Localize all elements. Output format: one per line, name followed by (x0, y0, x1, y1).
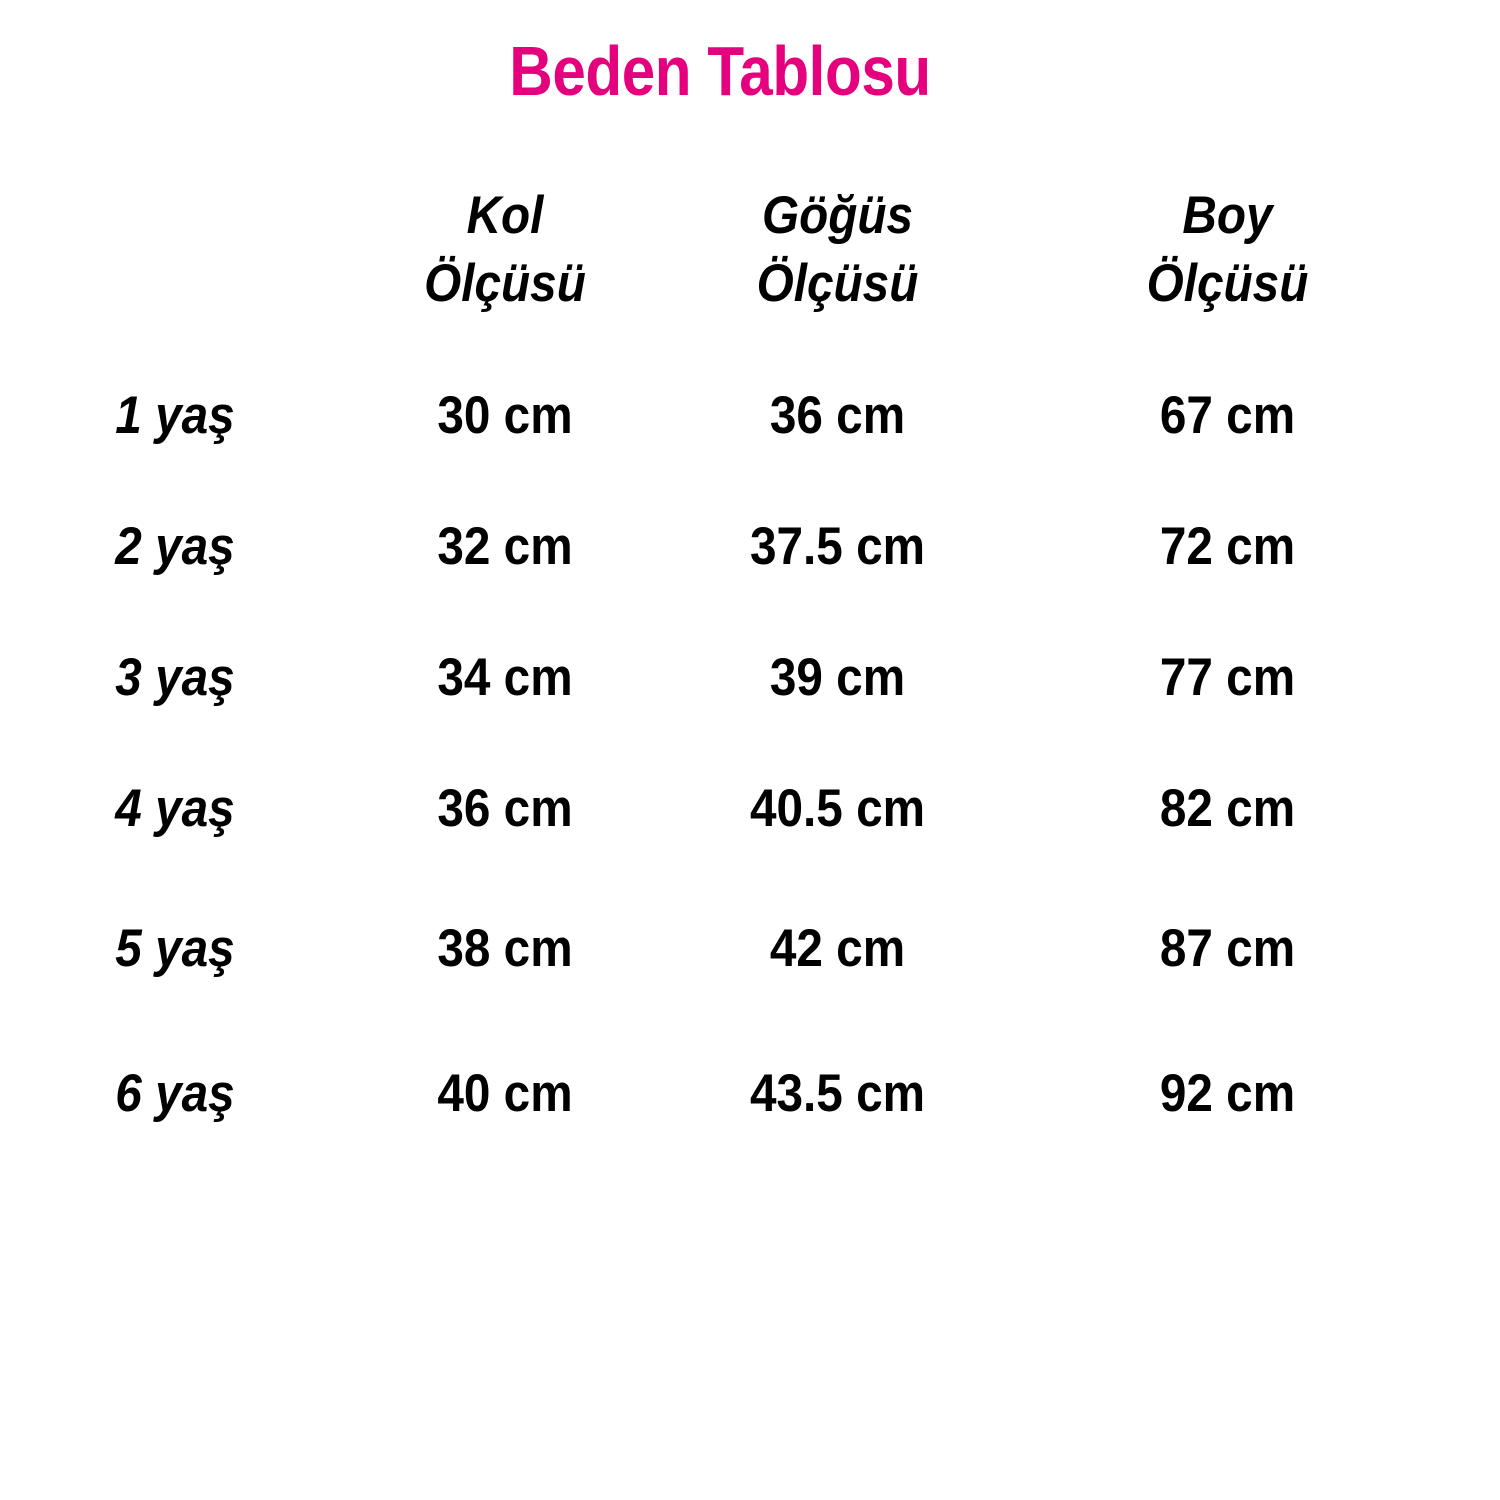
table-row: 6 yaş 40 cm 43.5 cm 92 cm (0, 1024, 1440, 1164)
cell-age: 4 yaş (115, 778, 235, 838)
table-row: 2 yaş 32 cm 37.5 cm 72 cm (0, 481, 1440, 612)
table-header-row: Kol Ölçüsü Göğüs Ölçüsü Boy Ölçüsü (0, 150, 1440, 350)
page-title: Beden Tablosu (509, 32, 931, 110)
cell-length: 67 cm (1159, 385, 1296, 445)
cell-length: 77 cm (1159, 647, 1296, 707)
cell-length: 87 cm (1159, 919, 1296, 978)
cell-length: 72 cm (1159, 516, 1296, 576)
table-body: 1 yaş 30 cm 36 cm 67 cm 2 yaş 32 cm 37.5… (0, 350, 1440, 1164)
cell-length: 82 cm (1159, 778, 1296, 838)
cell-sleeve: 36 cm (437, 778, 573, 838)
cell-sleeve: 34 cm (437, 647, 573, 707)
table-header: Kol Ölçüsü Göğüs Ölçüsü Boy Ölçüsü (0, 150, 1440, 350)
cell-age: 3 yaş (115, 647, 235, 707)
cell-chest: 40.5 cm (749, 778, 926, 838)
column-header-age (18, 150, 333, 350)
cell-sleeve: 32 cm (437, 516, 573, 576)
table-row: 3 yaş 34 cm 39 cm 77 cm (0, 612, 1440, 743)
table-row: 4 yaş 36 cm 40.5 cm 82 cm (0, 743, 1440, 874)
cell-sleeve: 40 cm (437, 1064, 573, 1123)
cell-chest: 42 cm (769, 919, 906, 978)
column-header-chest: Göğüs Ölçüsü (756, 186, 919, 313)
cell-age: 1 yaş (115, 385, 235, 445)
cell-chest: 39 cm (769, 647, 906, 707)
cell-chest: 36 cm (769, 385, 906, 445)
table-row: 1 yaş 30 cm 36 cm 67 cm (0, 350, 1440, 481)
cell-age: 5 yaş (115, 919, 235, 978)
table-row: 5 yaş 38 cm 42 cm 87 cm (0, 874, 1440, 1024)
cell-chest: 37.5 cm (749, 516, 926, 576)
cell-length: 92 cm (1159, 1064, 1296, 1123)
cell-sleeve: 38 cm (437, 919, 573, 978)
size-chart-table: Kol Ölçüsü Göğüs Ölçüsü Boy Ölçüsü 1 yaş… (0, 150, 1440, 1164)
column-header-length: Boy Ölçüsü (1146, 186, 1309, 313)
cell-chest: 43.5 cm (749, 1064, 926, 1123)
column-header-sleeve: Kol Ölçüsü (424, 186, 586, 313)
cell-age: 6 yaş (115, 1064, 235, 1123)
cell-age: 2 yaş (115, 516, 235, 576)
cell-sleeve: 30 cm (437, 385, 573, 445)
